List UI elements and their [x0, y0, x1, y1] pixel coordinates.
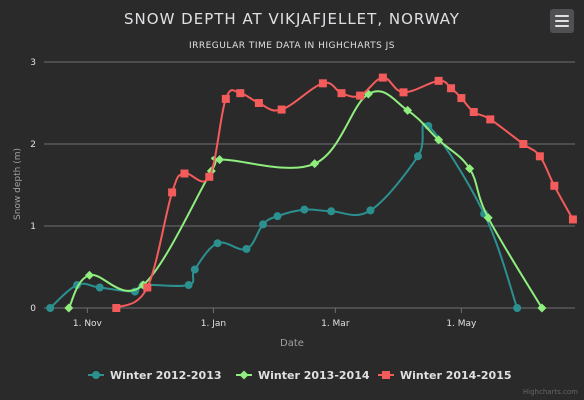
- data-point[interactable]: [537, 303, 547, 313]
- series-line: [67, 90, 543, 309]
- data-point[interactable]: [457, 94, 466, 103]
- data-point[interactable]: [221, 94, 230, 103]
- data-point[interactable]: [513, 304, 522, 312]
- x-tick-label: 1. Mar: [321, 319, 350, 329]
- series-3: [112, 73, 577, 312]
- data-point[interactable]: [112, 304, 121, 312]
- series-1: [46, 121, 522, 312]
- data-point[interactable]: [366, 206, 375, 215]
- data-point[interactable]: [568, 215, 577, 224]
- data-point[interactable]: [378, 73, 387, 82]
- legend-marker-icon: [239, 370, 249, 380]
- data-point[interactable]: [399, 88, 408, 97]
- series-line: [49, 122, 519, 309]
- legend-marker-icon: [92, 371, 100, 379]
- data-point[interactable]: [483, 213, 493, 223]
- y-axis-ticks: 0 1 2 3: [30, 58, 36, 314]
- series-layer: [46, 73, 577, 313]
- data-point[interactable]: [64, 303, 74, 313]
- x-axis-title: Date: [280, 338, 304, 349]
- x-tick-label: 1. Jan: [201, 319, 226, 329]
- x-tick-label: 1. Nov: [73, 319, 103, 329]
- legend-item[interactable]: Winter 2013-2014: [236, 369, 370, 382]
- data-point[interactable]: [84, 270, 94, 280]
- data-point[interactable]: [447, 84, 456, 93]
- data-point[interactable]: [259, 220, 268, 229]
- data-point[interactable]: [465, 164, 475, 174]
- data-point[interactable]: [254, 99, 263, 107]
- menu-line-icon: [555, 15, 569, 17]
- x-tick-label: 1. May: [446, 319, 477, 329]
- data-point[interactable]: [215, 155, 225, 165]
- credits-link[interactable]: Highcharts.com: [523, 388, 578, 396]
- data-point[interactable]: [273, 212, 282, 221]
- chart-subtitle: IRREGULAR TIME DATA IN HIGHCHARTS JS: [189, 41, 395, 51]
- legend-marker-icon: [382, 371, 390, 379]
- data-point[interactable]: [190, 265, 199, 274]
- data-point[interactable]: [95, 283, 104, 292]
- data-point[interactable]: [327, 207, 336, 216]
- legend-label: Winter 2014-2015: [400, 369, 512, 382]
- context-menu-button[interactable]: [550, 9, 574, 33]
- data-point[interactable]: [486, 115, 495, 124]
- data-point[interactable]: [168, 188, 177, 197]
- data-point[interactable]: [143, 283, 152, 292]
- x-axis-ticks: 1. Nov 1. Jan 1. Mar 1. May: [73, 308, 477, 329]
- menu-line-icon: [555, 25, 569, 27]
- data-point[interactable]: [469, 108, 478, 117]
- data-point[interactable]: [213, 239, 222, 248]
- data-point[interactable]: [277, 105, 286, 114]
- data-point[interactable]: [519, 140, 528, 148]
- data-point[interactable]: [550, 181, 559, 190]
- data-point[interactable]: [413, 152, 422, 161]
- data-point[interactable]: [46, 304, 55, 312]
- data-point[interactable]: [434, 135, 444, 145]
- data-point[interactable]: [403, 105, 413, 115]
- y-tick-label: 3: [30, 58, 36, 68]
- data-point[interactable]: [318, 79, 327, 88]
- series-line: [115, 76, 574, 309]
- chart-title: SNOW DEPTH AT VIKJAFJELLET, NORWAY: [124, 10, 460, 28]
- legend: Winter 2012-2013 Winter 2013-2014 Winter 2…: [88, 369, 512, 382]
- legend-item[interactable]: Winter 2012-2013: [88, 369, 222, 382]
- y-tick-label: 1: [30, 222, 36, 232]
- y-axis-title: Snow depth (m): [13, 148, 23, 220]
- legend-item[interactable]: Winter 2014-2015: [378, 369, 512, 382]
- data-point[interactable]: [337, 89, 346, 98]
- y-tick-label: 0: [30, 304, 36, 314]
- legend-label: Winter 2013-2014: [258, 369, 370, 382]
- data-point[interactable]: [205, 172, 214, 181]
- menu-line-icon: [555, 20, 569, 22]
- data-point[interactable]: [180, 169, 189, 178]
- y-tick-label: 2: [30, 140, 36, 150]
- data-point[interactable]: [184, 281, 193, 290]
- data-point[interactable]: [300, 205, 309, 214]
- data-point[interactable]: [434, 76, 443, 85]
- grid-lines: [44, 61, 575, 309]
- data-point[interactable]: [310, 159, 320, 169]
- legend-label: Winter 2012-2013: [110, 369, 222, 382]
- series-2: [64, 89, 547, 313]
- data-point[interactable]: [535, 152, 544, 161]
- data-point[interactable]: [236, 89, 245, 98]
- data-point[interactable]: [242, 244, 251, 253]
- data-point[interactable]: [356, 91, 365, 100]
